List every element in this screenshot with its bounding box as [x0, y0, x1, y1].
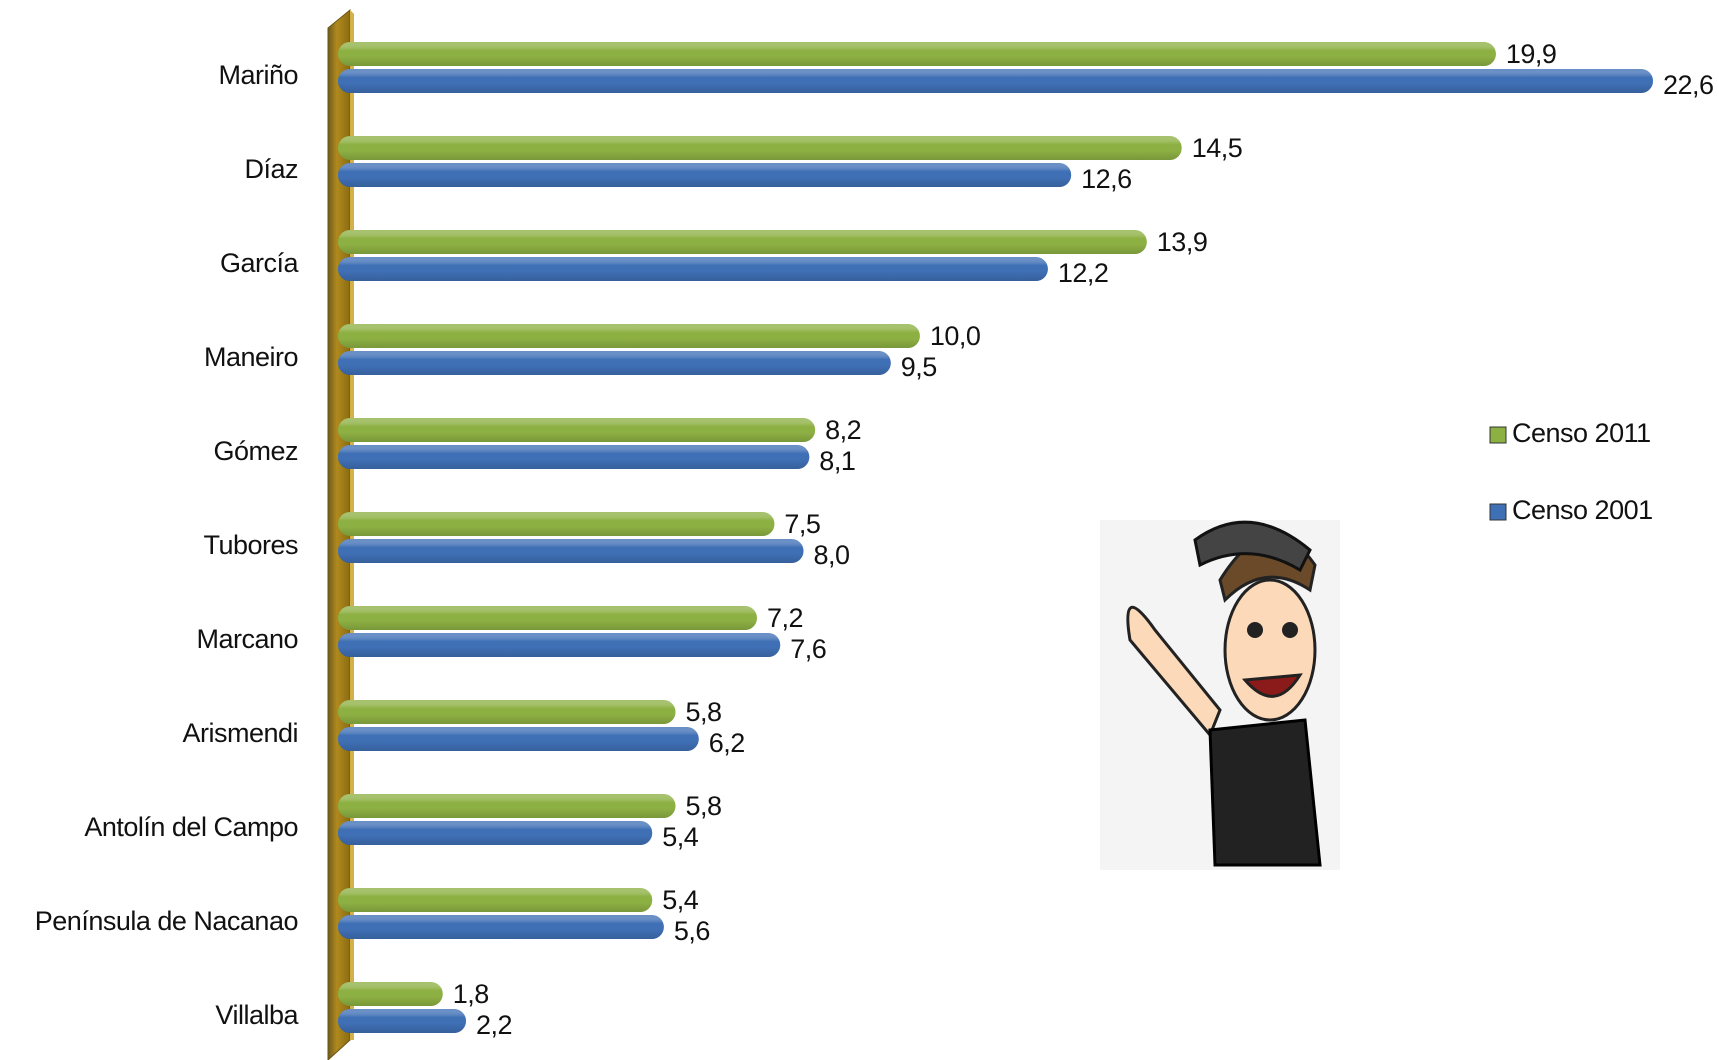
- bar-shine: [338, 230, 1147, 254]
- value-label: 8,2: [825, 415, 861, 445]
- y-tick-label: Mariño: [218, 60, 298, 90]
- bar-shine: [338, 982, 443, 1006]
- bar-shine: [338, 539, 804, 563]
- value-label: 10,0: [930, 321, 981, 351]
- bar-shine: [338, 794, 676, 818]
- bar-shine: [338, 700, 676, 724]
- y-tick-label: García: [220, 248, 300, 278]
- bar-shine: [338, 512, 775, 536]
- bar-shine: [338, 351, 891, 375]
- legend-swatch: [1489, 503, 1507, 521]
- bar-shine: [338, 633, 781, 657]
- value-label: 19,9: [1506, 39, 1557, 69]
- value-label: 9,5: [901, 352, 937, 382]
- bar-shine: [338, 821, 653, 845]
- legend-swatch: [1489, 426, 1507, 444]
- value-label: 5,8: [685, 791, 721, 821]
- value-label: 7,6: [790, 634, 826, 664]
- cartoon: [1100, 520, 1340, 870]
- value-label: 5,4: [662, 822, 699, 852]
- value-label: 8,1: [819, 446, 855, 476]
- value-label: 22,6: [1663, 70, 1714, 100]
- bar-shine: [338, 257, 1048, 281]
- value-label: 8,0: [813, 540, 849, 570]
- value-label: 1,8: [453, 979, 489, 1009]
- bar-shine: [338, 136, 1182, 160]
- cartoon-arm: [1126, 606, 1222, 738]
- y-tick-label: Arismendi: [182, 718, 298, 748]
- y-tick-label: Península de Nacanao: [35, 906, 298, 936]
- value-label: 7,5: [784, 509, 820, 539]
- value-label: 5,4: [662, 885, 699, 915]
- bar-shine: [338, 42, 1496, 66]
- y-tick-label: Maneiro: [204, 342, 298, 372]
- bar-shine: [338, 163, 1072, 187]
- cartoon-eye: [1247, 622, 1263, 638]
- bar-shine: [338, 418, 816, 442]
- cartoon-mouth: [1241, 673, 1303, 698]
- value-label: 14,5: [1192, 133, 1243, 163]
- y-tick-label: Marcano: [196, 624, 298, 654]
- bar-shine: [338, 445, 810, 469]
- value-label: 13,9: [1157, 227, 1208, 257]
- y-tick-label: Gómez: [213, 436, 298, 466]
- bar-shine: [338, 915, 664, 939]
- cartoon-face: [1223, 578, 1317, 722]
- legend-label: Censo 2001: [1512, 495, 1653, 525]
- y-tick-label: Díaz: [244, 154, 298, 184]
- value-label: 5,8: [685, 697, 721, 727]
- bar-shine: [338, 1009, 467, 1033]
- value-label: 12,6: [1081, 164, 1132, 194]
- bar-shine: [338, 727, 699, 751]
- value-label: 2,2: [476, 1010, 512, 1040]
- cartoon-eye: [1282, 622, 1298, 638]
- legend-label: Censo 2011: [1512, 418, 1651, 448]
- y-tick-label: Antolín del Campo: [84, 812, 298, 842]
- bar-shine: [338, 324, 920, 348]
- bar-shine: [338, 69, 1653, 93]
- value-label: 5,6: [674, 916, 710, 946]
- bar-shine: [338, 888, 653, 912]
- value-label: 7,2: [767, 603, 803, 633]
- y-tick-label: Tubores: [203, 530, 298, 560]
- value-label: 6,2: [709, 728, 745, 758]
- cartoon-vest: [1208, 718, 1322, 867]
- cartoon-cap: [1193, 520, 1312, 573]
- bar-shine: [338, 606, 757, 630]
- value-label: 12,2: [1058, 258, 1109, 288]
- y-tick-label: Villalba: [215, 1000, 299, 1030]
